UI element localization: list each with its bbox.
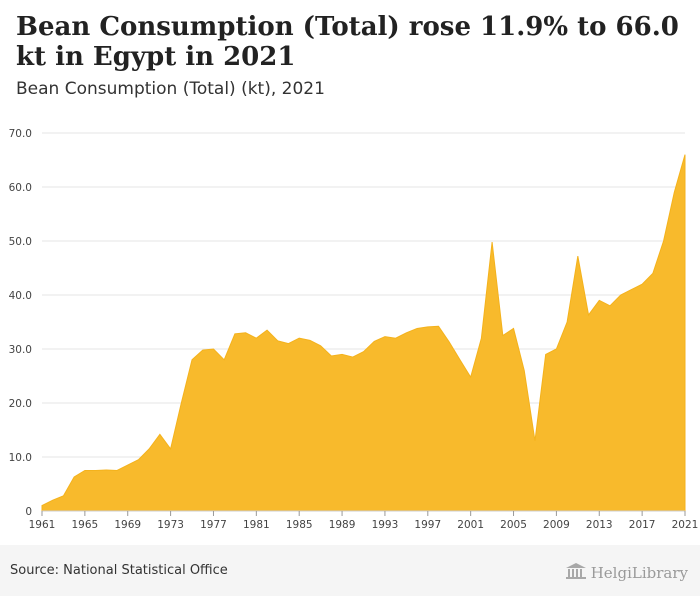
y-tick-label: 50.0: [9, 236, 32, 248]
x-tick-label: 2005: [500, 519, 527, 531]
logo-text: HelgiLibrary: [590, 564, 688, 582]
x-tick-label: 2009: [543, 519, 570, 531]
area-chart: 0 10.0 20.0 30.0 40.0 50.0 60.0 70.0 1961 1965 196…: [9, 128, 699, 531]
y-tick-label: 40.0: [9, 290, 32, 302]
x-tick-label: 2001: [457, 519, 484, 531]
x-tick-label: 1997: [414, 519, 441, 531]
x-tick-label: 1965: [71, 519, 98, 531]
x-tick-label: 1989: [329, 519, 356, 531]
source-note: Source: National Statistical Office: [10, 563, 228, 578]
y-tick-label: 30.0: [9, 344, 32, 356]
y-tick-label: 60.0: [9, 182, 32, 194]
x-tick-label: 1969: [114, 519, 141, 531]
y-tick-label: 20.0: [9, 398, 32, 410]
x-tick-label: 1981: [243, 519, 270, 531]
x-tick-label: 2013: [586, 519, 613, 531]
helgi-library-logo[interactable]: HelgiLibrary: [565, 562, 688, 584]
y-tick-label: 10.0: [9, 452, 32, 464]
x-tick-label: 1993: [372, 519, 399, 531]
x-tick-label: 1973: [157, 519, 184, 531]
x-tick-label: 2017: [629, 519, 656, 531]
x-tick-label: 1961: [29, 519, 56, 531]
y-tick-label: 70.0: [9, 128, 32, 140]
y-tick-label: 0: [25, 506, 32, 518]
chart-header: Bean Consumption (Total) rose 11.9% to 6…: [0, 0, 700, 113]
x-tick-label: 1985: [286, 519, 313, 531]
area-series: [41, 154, 686, 512]
chart-subtitle: Bean Consumption (Total) (kt), 2021: [16, 79, 325, 99]
chart-area: 0 10.0 20.0 30.0 40.0 50.0 60.0 70.0 1961 1965 196…: [0, 113, 700, 545]
x-tick-label: 1977: [200, 519, 227, 531]
x-tick-label: 2021: [672, 519, 699, 531]
library-columns-icon: [565, 562, 587, 584]
chart-title: Bean Consumption (Total) rose 11.9% to 6…: [16, 12, 679, 72]
